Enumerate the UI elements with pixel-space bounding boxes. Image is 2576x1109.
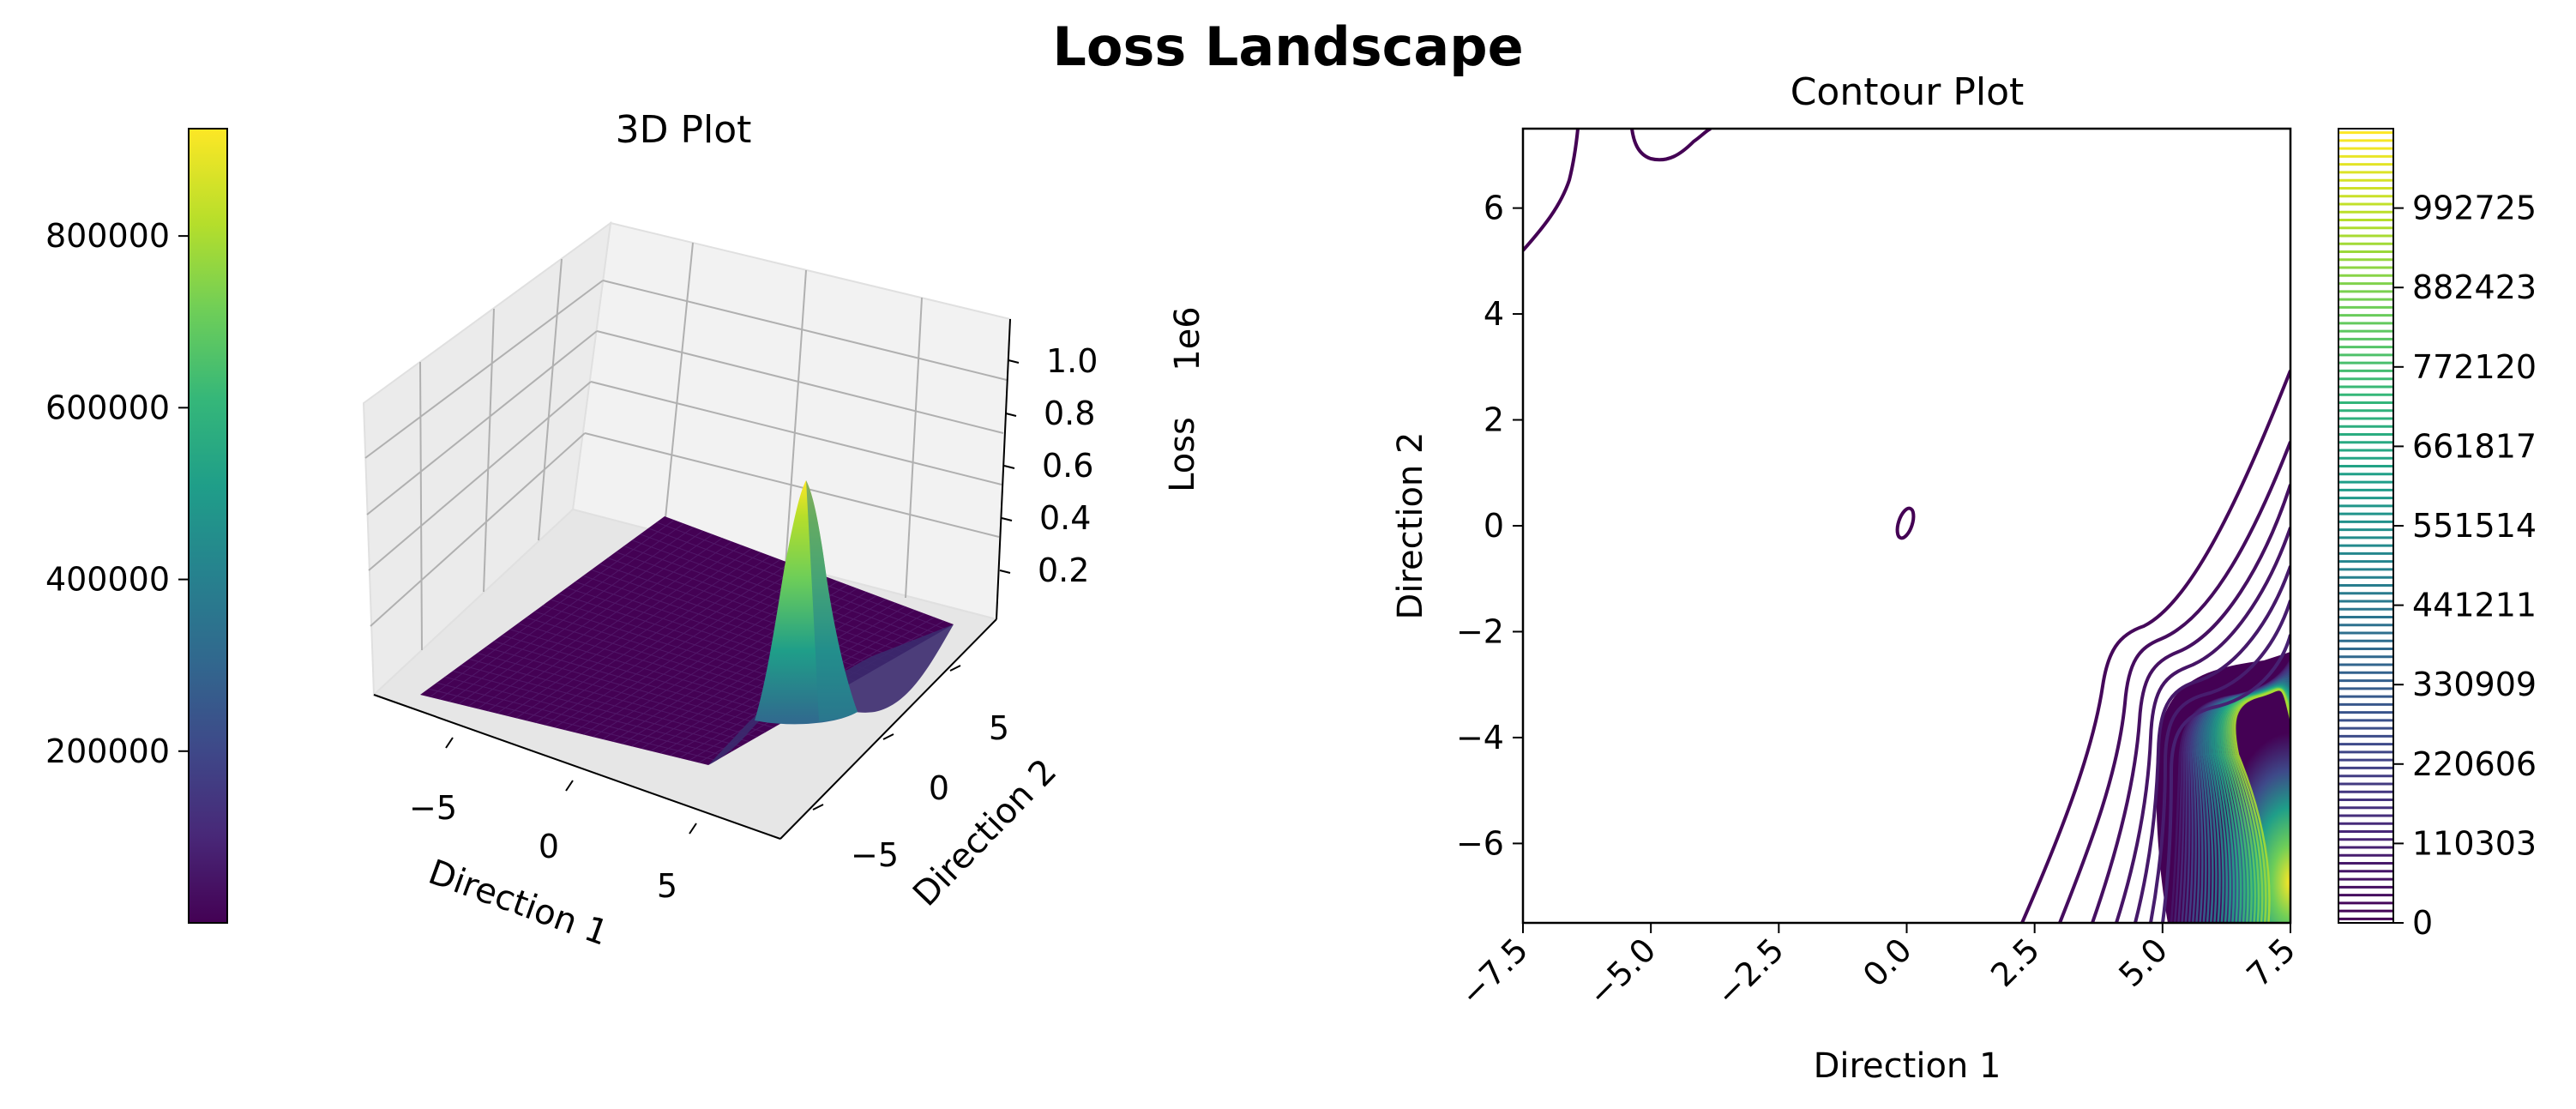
x-tick-label: 5.0 bbox=[2111, 931, 2175, 994]
x-axis-label-3d: Direction 1 bbox=[424, 853, 613, 954]
colorbar-tick-label: 772120 bbox=[2412, 348, 2537, 386]
y-ticks-3d bbox=[812, 665, 961, 811]
colorbar-tick-label: 200000 bbox=[45, 732, 170, 770]
y-tick-label: −5 bbox=[851, 836, 899, 874]
left-colorbar-gradient bbox=[188, 128, 228, 924]
z-tick-label: 0.8 bbox=[1044, 395, 1095, 432]
colorbar-tick-label: 220606 bbox=[2412, 745, 2537, 783]
axes-3d-lines bbox=[373, 318, 1011, 840]
contour-line bbox=[2134, 565, 2290, 923]
colorbar-tick-label: 600000 bbox=[45, 389, 170, 426]
colorbar-tick-label: 800000 bbox=[45, 217, 170, 255]
x-tick-label: −5 bbox=[409, 789, 457, 827]
grid-3d bbox=[364, 242, 1008, 651]
contour-line bbox=[1630, 129, 1712, 162]
z-offset-label: 1e6 bbox=[1168, 306, 1207, 371]
y-tick-label: 0 bbox=[929, 769, 949, 807]
y-tick-label: −6 bbox=[1456, 824, 1504, 862]
contour-line bbox=[2115, 527, 2290, 923]
contour-line bbox=[1895, 506, 1916, 540]
contour-line bbox=[1523, 129, 1580, 252]
contour-plot: Contour Plot −7.5 −5.0 −2.5 0.0 2.5 5.0 7.5 −6 −… bbox=[1391, 70, 2302, 1086]
y-tick-label: 6 bbox=[1484, 190, 1504, 227]
colorbar-tick-label: 400000 bbox=[45, 561, 170, 599]
y-tick-label: 0 bbox=[1484, 507, 1504, 545]
colorbar-tick-label: 992725 bbox=[2412, 190, 2537, 227]
contour-x-axis-label: Direction 1 bbox=[1814, 1046, 2001, 1086]
right-colorbar-lines bbox=[2338, 131, 2393, 920]
surface-peak-shade bbox=[806, 480, 858, 721]
y-tick-label: 2 bbox=[1484, 401, 1504, 439]
mesh-line bbox=[631, 539, 922, 644]
right-colorbar-frame bbox=[2338, 128, 2394, 924]
colorbar-tick-label: 110303 bbox=[2412, 824, 2537, 862]
contour-line bbox=[2020, 370, 2290, 923]
z-axis-label-3d: Loss bbox=[1163, 417, 1202, 492]
colorbar-tick-label: 330909 bbox=[2412, 666, 2537, 703]
x-tick-label: 0 bbox=[539, 828, 559, 865]
x-ticks-3d bbox=[445, 737, 697, 835]
contour-plot-title: Contour Plot bbox=[1791, 70, 2025, 114]
contour-line bbox=[2058, 441, 2290, 923]
figure-title: Loss Landscape bbox=[1052, 15, 1523, 78]
y-tick-label: −4 bbox=[1456, 719, 1504, 756]
left-colorbar: 200000 400000 600000 800000 bbox=[45, 128, 228, 924]
colorbar-tick-label: 551514 bbox=[2412, 507, 2537, 545]
z-tick-label: 0.2 bbox=[1038, 551, 1089, 589]
y-tick-label: 5 bbox=[989, 709, 1009, 747]
x-tick-label: 7.5 bbox=[2240, 931, 2303, 994]
x-tick-label: −2.5 bbox=[1708, 931, 1791, 1013]
contour-line bbox=[2233, 689, 2290, 923]
z-tick-label: 0.6 bbox=[1042, 447, 1093, 485]
y-tick-label: −2 bbox=[1456, 612, 1504, 650]
colorbar-tick-label: 0 bbox=[2412, 904, 2433, 942]
z-tick-label: 1.0 bbox=[1046, 342, 1098, 380]
colorbar-tick-label: 441211 bbox=[2412, 587, 2537, 624]
x-tick-label: 5 bbox=[657, 867, 677, 905]
colorbar-tick-label: 661817 bbox=[2412, 427, 2537, 465]
right-colorbar: 0 110303 220606 330909 441211 551514 661817 772… bbox=[2338, 128, 2537, 942]
x-tick-label: −5.0 bbox=[1580, 931, 1663, 1013]
colorbar-tick-label: 882423 bbox=[2412, 268, 2537, 306]
x-tick-label: −7.5 bbox=[1453, 931, 1535, 1013]
contour-dense-lines bbox=[2170, 660, 2290, 923]
contour-outer-lines bbox=[2020, 370, 2290, 923]
z-tick-label: 0.4 bbox=[1039, 499, 1091, 537]
z-ticks-3d bbox=[999, 359, 1020, 574]
x-tick-label: 2.5 bbox=[1983, 931, 2047, 994]
contour-line bbox=[2161, 634, 2290, 923]
surface-plot-title: 3D Plot bbox=[616, 108, 752, 152]
contour-line bbox=[2091, 484, 2290, 923]
contour-line bbox=[2149, 600, 2290, 923]
x-tick-label: 0.0 bbox=[1856, 931, 1919, 994]
surface-plot-3d: 3D Plot bbox=[362, 108, 1207, 954]
y-tick-label: 4 bbox=[1484, 295, 1504, 333]
contour-y-axis-label: Direction 2 bbox=[1391, 432, 1430, 620]
contour-lines bbox=[1523, 129, 2290, 923]
